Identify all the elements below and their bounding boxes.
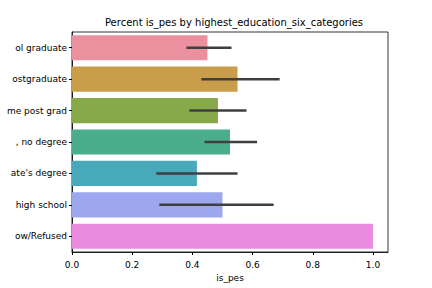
svg-text:high school: high school bbox=[16, 200, 67, 210]
svg-text:ol graduate: ol graduate bbox=[15, 43, 67, 53]
svg-text:0.8: 0.8 bbox=[306, 260, 321, 270]
svg-text:1.0: 1.0 bbox=[366, 260, 381, 270]
svg-text:0.2: 0.2 bbox=[125, 260, 139, 270]
svg-text:ostgraduate: ostgraduate bbox=[12, 74, 67, 84]
svg-text:me post grad: me post grad bbox=[7, 106, 67, 116]
svg-text:is_pes: is_pes bbox=[216, 273, 244, 283]
svg-text:0.0: 0.0 bbox=[65, 260, 80, 270]
svg-text:0.6: 0.6 bbox=[245, 260, 260, 270]
svg-text:ow/Refused: ow/Refused bbox=[15, 231, 67, 241]
svg-text:, no degree: , no degree bbox=[16, 137, 68, 147]
svg-text:0.4: 0.4 bbox=[185, 260, 200, 270]
svg-text:ate's degree: ate's degree bbox=[11, 168, 68, 178]
svg-text:Percent is_pes by highest_educ: Percent is_pes by highest_education_six_… bbox=[105, 17, 363, 29]
